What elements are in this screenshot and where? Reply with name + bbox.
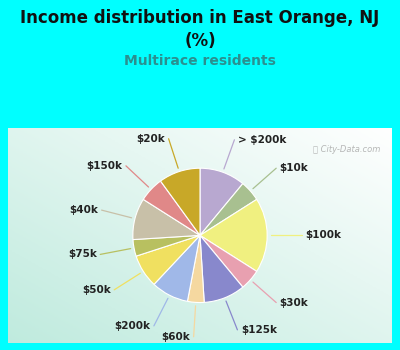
Text: $10k: $10k — [280, 163, 308, 173]
Wedge shape — [160, 168, 200, 235]
Text: $50k: $50k — [82, 285, 111, 295]
Text: $100k: $100k — [305, 230, 341, 240]
Wedge shape — [154, 235, 200, 301]
Text: $60k: $60k — [162, 332, 190, 342]
Text: $30k: $30k — [280, 298, 308, 308]
Text: $200k: $200k — [114, 321, 150, 331]
Wedge shape — [133, 199, 200, 240]
Wedge shape — [200, 235, 243, 302]
Text: $75k: $75k — [68, 250, 97, 259]
Wedge shape — [143, 181, 200, 235]
Wedge shape — [200, 199, 267, 271]
Wedge shape — [200, 184, 257, 235]
Text: $40k: $40k — [69, 205, 98, 215]
Text: Multirace residents: Multirace residents — [124, 54, 276, 68]
Wedge shape — [133, 235, 200, 256]
Wedge shape — [188, 235, 204, 302]
Text: $150k: $150k — [86, 161, 122, 171]
Wedge shape — [200, 168, 243, 235]
Text: ⓘ City-Data.com: ⓘ City-Data.com — [313, 145, 380, 154]
Text: $20k: $20k — [136, 134, 165, 144]
Text: $125k: $125k — [241, 325, 277, 335]
Wedge shape — [200, 235, 257, 287]
Wedge shape — [136, 235, 200, 284]
Text: > $200k: > $200k — [238, 135, 286, 145]
Text: Income distribution in East Orange, NJ
(%): Income distribution in East Orange, NJ (… — [20, 9, 380, 50]
